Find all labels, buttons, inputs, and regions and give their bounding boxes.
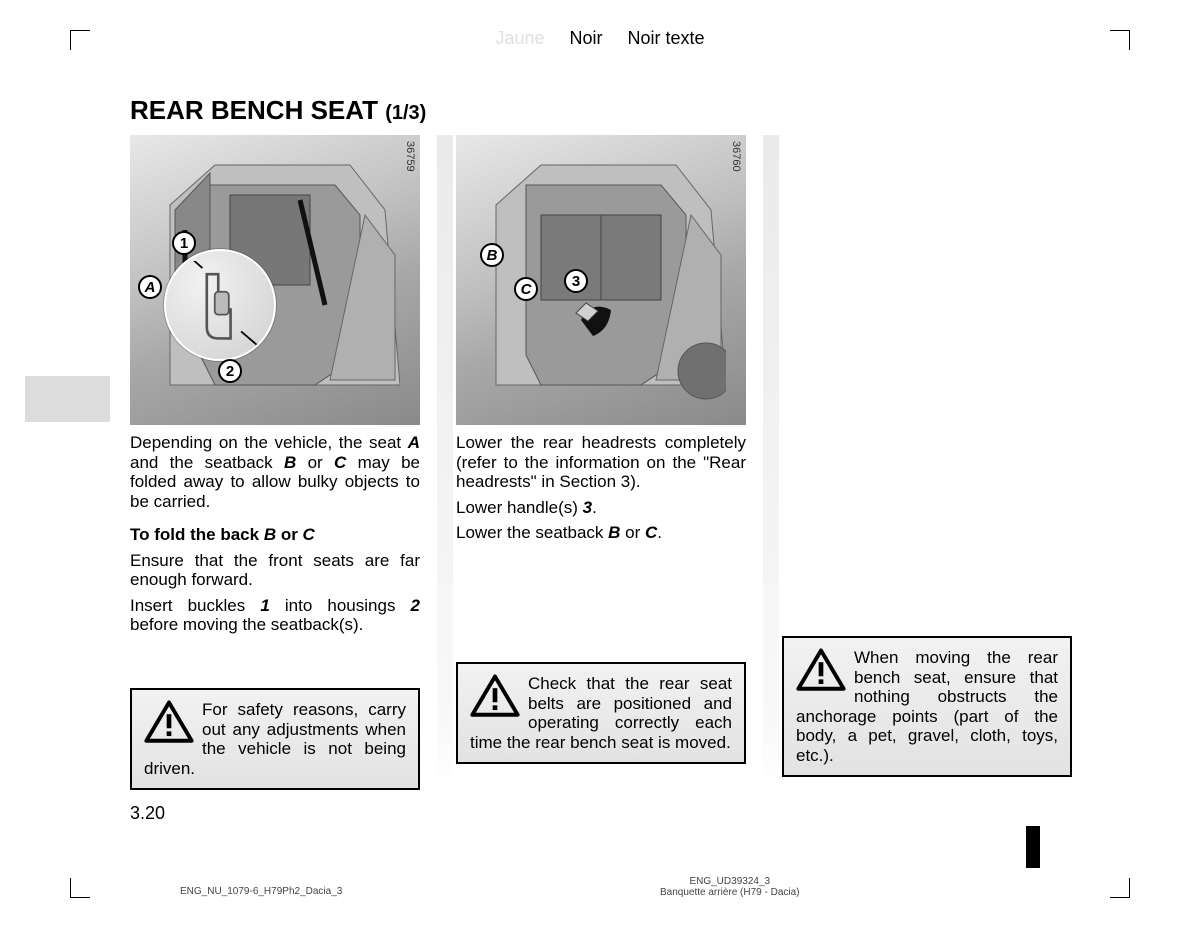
- figure-2: 36760 B C 3: [456, 135, 746, 425]
- header-jaune: Jaune: [495, 28, 544, 48]
- callout-3: 3: [564, 269, 588, 293]
- title-main: REAR BENCH SEAT: [130, 95, 378, 125]
- callout-A: A: [138, 275, 162, 299]
- color-header: Jaune Noir Noir texte: [0, 28, 1200, 49]
- col2-text: Lower the rear headrests completely (ref…: [456, 433, 746, 543]
- black-marker: [1026, 826, 1040, 868]
- crop-mark: [70, 878, 90, 898]
- warning-icon: [796, 648, 846, 692]
- warning-box-1: For safety reasons, carry out any adjust…: [130, 688, 420, 790]
- column-gutter: [437, 135, 453, 790]
- warning-icon: [470, 674, 520, 718]
- figure-2-num: 36760: [730, 141, 742, 172]
- callout-2: 2: [218, 359, 242, 383]
- warning-icon: [144, 700, 194, 744]
- callout-B: B: [480, 243, 504, 267]
- col1-text: Depending on the vehicle, the seat A and…: [130, 433, 420, 635]
- header-noir: Noir: [570, 28, 603, 48]
- callout-C: C: [514, 277, 538, 301]
- side-tab: [25, 376, 110, 422]
- column-gutter: [763, 135, 779, 790]
- footer-right: ENG_UD39324_3 Banquette arrière (H79 - D…: [660, 876, 800, 898]
- page-number: 3.20: [130, 803, 165, 824]
- column-1: 36759 1 A 2 Depending o: [130, 135, 420, 641]
- footer-left: ENG_NU_1079-6_H79Ph2_Dacia_3: [180, 886, 342, 897]
- column-2: 36760 B C 3 Lower the rear headrests com…: [456, 135, 746, 549]
- header-noirtexte: Noir texte: [628, 28, 705, 48]
- warning-box-2: Check that the rear seat belts are posit…: [456, 662, 746, 764]
- warning-box-3: When moving the rear bench seat, ensure …: [782, 636, 1072, 777]
- crop-mark: [1110, 878, 1130, 898]
- callout-1: 1: [172, 231, 196, 255]
- title-sub: (1/3): [385, 102, 426, 124]
- zoom-detail: [164, 249, 276, 361]
- figure-1: 36759 1 A 2: [130, 135, 420, 425]
- figure-1-num: 36759: [404, 141, 416, 172]
- page-title: REAR BENCH SEAT (1/3): [130, 95, 426, 126]
